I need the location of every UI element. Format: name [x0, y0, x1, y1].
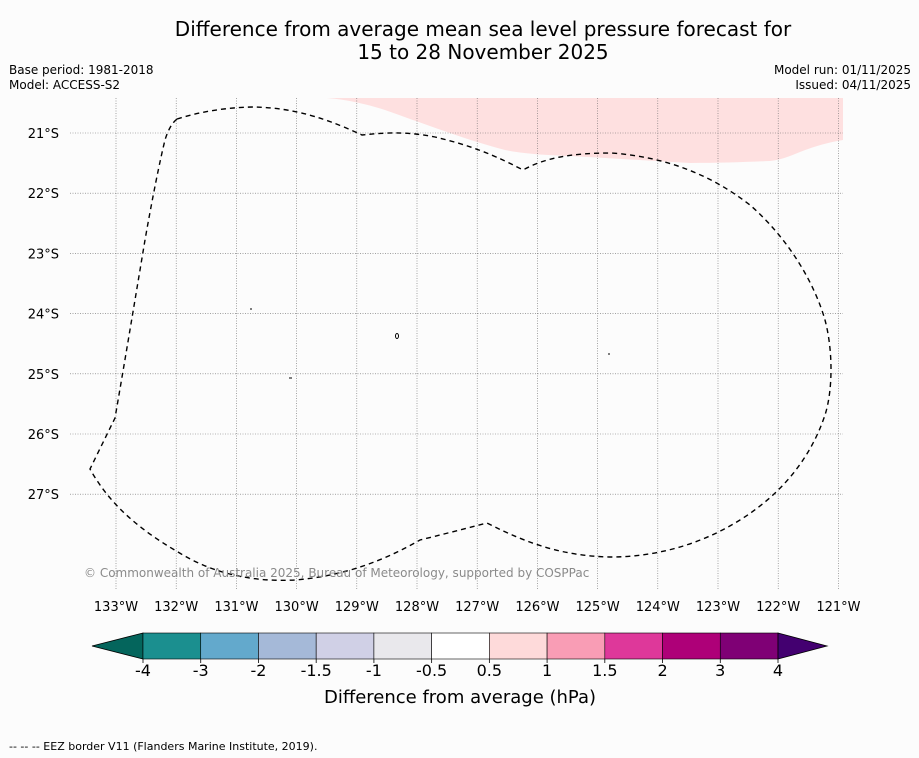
- island-mark: [395, 333, 399, 339]
- title-line-1: Difference from average mean sea level p…: [174, 17, 792, 41]
- colorbar-tick-label: 0.5: [477, 661, 502, 680]
- colorbar-tick-label: -3: [193, 661, 209, 680]
- colorbar-segment: [604, 632, 663, 660]
- latitude-label: 26°S: [28, 428, 59, 443]
- colorbar-segment: [662, 632, 721, 660]
- title-line-2: 15 to 28 November 2025: [357, 40, 609, 64]
- colorbar-segment: [142, 632, 202, 660]
- latitude-labels: 21°S 22°S 23°S 24°S 25°S 26°S 27°S: [28, 127, 59, 503]
- longitude-label: 123°W: [696, 600, 740, 615]
- colorbar-segment: [431, 632, 490, 660]
- colorbar-tick-label: 1.5: [592, 661, 617, 680]
- colorbar-extend-low: [91, 632, 144, 660]
- longitude-label: 130°W: [275, 600, 319, 615]
- meta-left: Base period: 1981-2018 Model: ACCESS-S2: [9, 63, 154, 93]
- colorbar-segment: [546, 632, 606, 660]
- colorbar-tick-label: -1.5: [301, 661, 332, 680]
- gridlines: [70, 98, 843, 590]
- longitude-label: 132°W: [154, 600, 198, 615]
- model-run: Model run: 01/11/2025: [773, 63, 911, 77]
- colorbar-tick-label: 4: [773, 661, 783, 680]
- copyright-note: © Commonwealth of Australia 2025, Bureau…: [84, 566, 589, 580]
- colorbar-segment: [315, 632, 375, 660]
- colorbar-tick-label: 2: [657, 661, 667, 680]
- latitude-label: 22°S: [28, 187, 59, 202]
- latitude-label: 23°S: [28, 247, 59, 262]
- meta-right: Model run: 01/11/2025 Issued: 04/11/2025: [774, 63, 911, 93]
- colorbar-tick-label: 3: [715, 661, 725, 680]
- longitude-label: 133°W: [94, 600, 138, 615]
- map-title: Difference from average mean sea level p…: [0, 18, 919, 64]
- longitude-label: 129°W: [335, 600, 379, 615]
- eez-border-line: [89, 106, 832, 582]
- colorbar-tick-label: -1: [366, 661, 382, 680]
- map-area: © Commonwealth of Australia 2025, Bureau…: [70, 98, 843, 590]
- latitude-label: 21°S: [28, 127, 59, 142]
- longitude-label: 124°W: [636, 600, 680, 615]
- colorbar-segment: [489, 632, 548, 660]
- colorbar-segment: [258, 632, 317, 660]
- island-markers: [250, 308, 610, 379]
- colorbar-tick-label: -4: [135, 661, 151, 680]
- colorbar-segment: [373, 632, 432, 660]
- model-name: Model: ACCESS-S2: [9, 78, 121, 92]
- longitude-label: 131°W: [214, 600, 258, 615]
- longitude-label: 128°W: [395, 600, 439, 615]
- colorbar-segment: [200, 632, 259, 660]
- latitude-label: 24°S: [28, 308, 59, 323]
- longitude-label: 121°W: [816, 600, 860, 615]
- longitude-label: 125°W: [576, 600, 620, 615]
- pressure-anomaly-shading: [327, 98, 843, 163]
- longitude-labels: 133°W 132°W 131°W 130°W 129°W 128°W 127°W 126°W…: [94, 600, 861, 615]
- latitude-label: 27°S: [28, 488, 59, 503]
- base-period: Base period: 1981-2018: [9, 63, 154, 77]
- colorbar-segment: [719, 632, 779, 660]
- colorbar-tick-label: -0.5: [416, 661, 447, 680]
- colorbar-tick-label: -2: [250, 661, 266, 680]
- issued-date: Issued: 04/11/2025: [795, 78, 911, 92]
- latitude-label: 25°S: [28, 368, 59, 383]
- colorbar-tick-label: 1: [542, 661, 552, 680]
- footer-legend: -- -- -- EEZ border V11 (Flanders Marine…: [9, 740, 318, 753]
- longitude-label: 127°W: [455, 600, 499, 615]
- longitude-label: 122°W: [756, 600, 800, 615]
- colorbar-extend-high: [777, 632, 829, 660]
- longitude-label: 126°W: [515, 600, 559, 615]
- colorbar: -4 -3 -2 -1.5 -1 -0.5 0.5 1 1.5 2 3 4: [91, 632, 829, 680]
- colorbar-label: Difference from average (hPa): [324, 687, 596, 708]
